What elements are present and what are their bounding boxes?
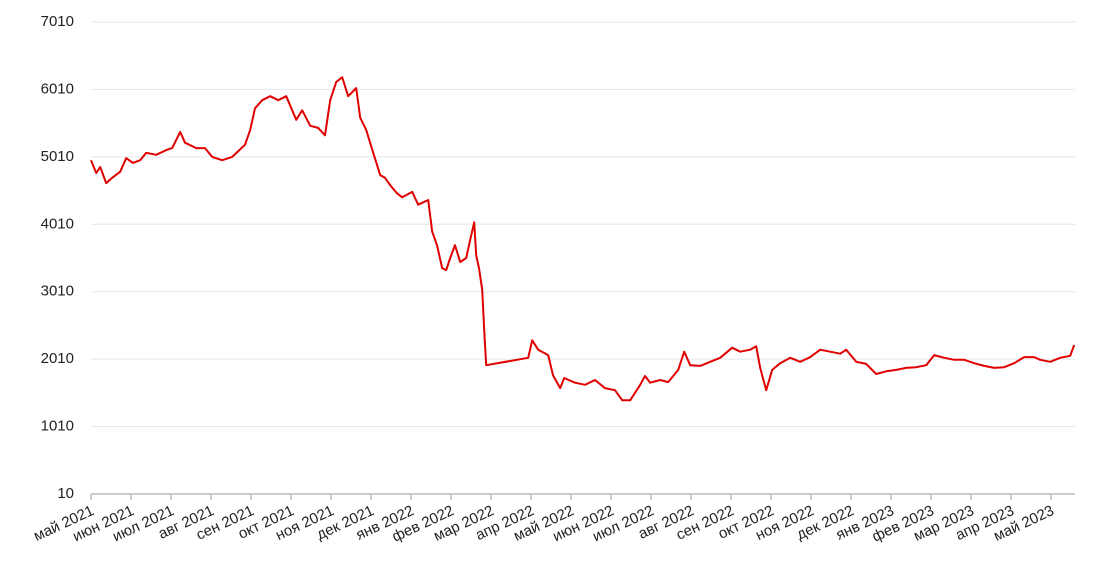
y-tick-label: 1010 bbox=[41, 418, 74, 435]
y-tick-label: 4010 bbox=[41, 215, 74, 232]
y-tick-label: 3010 bbox=[41, 283, 74, 300]
y-tick-label: 10 bbox=[57, 485, 74, 502]
y-tick-label: 7010 bbox=[41, 13, 74, 30]
y-tick-label: 6010 bbox=[41, 80, 74, 97]
y-tick-label: 5010 bbox=[41, 148, 74, 165]
y-tick-label: 2010 bbox=[41, 350, 74, 367]
line bbox=[90, 76, 1076, 402]
